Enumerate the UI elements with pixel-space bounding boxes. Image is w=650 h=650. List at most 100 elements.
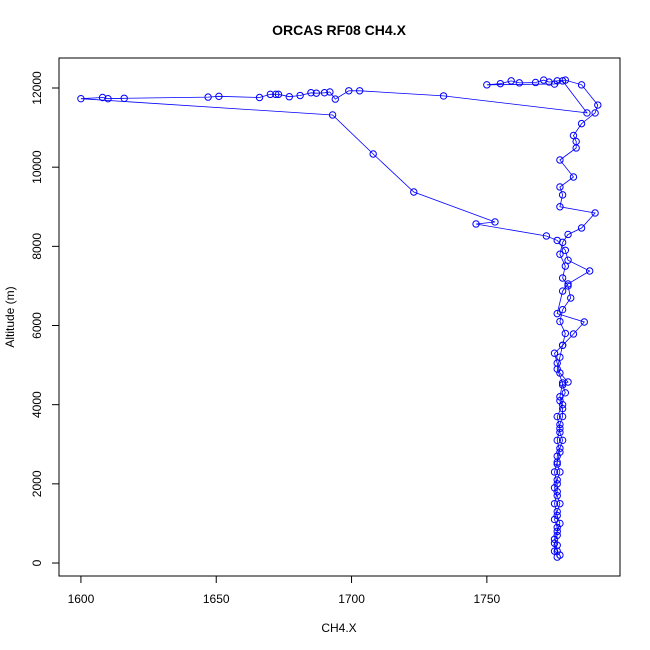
data-point [556, 444, 564, 452]
data-point [558, 77, 567, 85]
data-point [583, 109, 591, 117]
data-point [558, 379, 567, 387]
data-point [439, 92, 448, 100]
data-point [553, 365, 561, 373]
data-point [553, 309, 561, 318]
data-point [558, 341, 567, 350]
data-point [556, 499, 564, 508]
data-point [553, 492, 561, 500]
data-point [556, 468, 564, 476]
y-tick-label: 0 [30, 559, 44, 566]
data-point [312, 89, 321, 97]
data-point [345, 87, 353, 95]
data-point [369, 150, 377, 158]
data-point [550, 535, 559, 543]
y-tick-label: 12000 [30, 71, 44, 105]
data-point [542, 232, 551, 240]
data-point [483, 81, 491, 89]
data-line [80, 79, 599, 558]
y-tick-label: 10000 [30, 150, 44, 184]
data-point [561, 389, 570, 397]
data-point [558, 191, 567, 199]
data-point [569, 330, 578, 338]
data-point [472, 220, 480, 228]
data-point [355, 87, 364, 95]
data-point [550, 80, 559, 88]
data-point [328, 111, 337, 119]
data-point [558, 436, 567, 445]
data-point [98, 93, 107, 102]
data-point [331, 95, 340, 103]
data-point [550, 547, 559, 555]
data-point [550, 468, 559, 476]
data-point [556, 250, 564, 258]
data-point [558, 400, 567, 409]
x-tick-label: 1700 [338, 592, 365, 606]
data-point [577, 119, 586, 128]
data-point [591, 209, 599, 217]
data-point [120, 94, 128, 102]
data-point [550, 499, 559, 508]
data-point [255, 93, 264, 102]
data-point [266, 90, 275, 99]
data-point [553, 541, 561, 549]
data-point [556, 448, 564, 456]
data-point [553, 527, 561, 536]
data-point [556, 420, 564, 429]
y-tick-label: 8000 [30, 233, 44, 260]
data-point [307, 89, 315, 97]
data-point [410, 188, 418, 196]
data-point [556, 353, 564, 361]
data-point [572, 137, 580, 146]
data-point [274, 90, 283, 99]
data-point [558, 274, 567, 282]
chart-title: ORCAS RF08 CH4.X [272, 22, 406, 38]
y-tick-label: 4000 [30, 391, 44, 418]
data-point [553, 436, 561, 445]
data-point [496, 79, 505, 88]
data-point [577, 224, 586, 232]
data-point [577, 81, 586, 89]
data-point [553, 476, 561, 484]
data-point [556, 317, 564, 326]
data-point [215, 92, 223, 101]
data-point [272, 90, 280, 99]
data-point [556, 428, 564, 437]
data-point [564, 378, 572, 386]
data-point [296, 91, 304, 100]
data-point [515, 79, 524, 87]
data-point [539, 76, 548, 84]
data-point [326, 88, 334, 96]
data-point [556, 393, 564, 401]
data-point [320, 89, 329, 97]
data-point [556, 156, 564, 164]
data-point [569, 131, 578, 140]
data-point [553, 507, 561, 516]
data-point [553, 236, 561, 245]
y-tick-label: 2000 [30, 470, 44, 497]
y-axis-label: Altitude (m) [3, 286, 17, 347]
plot-frame [58, 57, 621, 577]
data-point [564, 280, 572, 288]
x-tick-label: 1750 [474, 592, 501, 606]
x-tick-label: 1650 [203, 592, 230, 606]
data-point [553, 511, 561, 520]
data-point [550, 349, 559, 357]
data-point [553, 488, 561, 496]
data-point [580, 318, 588, 326]
data-point [507, 77, 515, 85]
x-tick-label: 1600 [68, 592, 95, 606]
data-point [567, 294, 575, 302]
data-point [556, 203, 564, 211]
data-point [285, 93, 293, 101]
data-point [77, 94, 85, 103]
data-point [561, 246, 570, 255]
data-point [585, 267, 594, 275]
data-point [558, 404, 567, 413]
data-point [556, 519, 564, 528]
data-point [564, 256, 572, 264]
data-point [558, 305, 567, 314]
data-point [564, 230, 572, 239]
data-point [204, 93, 212, 101]
